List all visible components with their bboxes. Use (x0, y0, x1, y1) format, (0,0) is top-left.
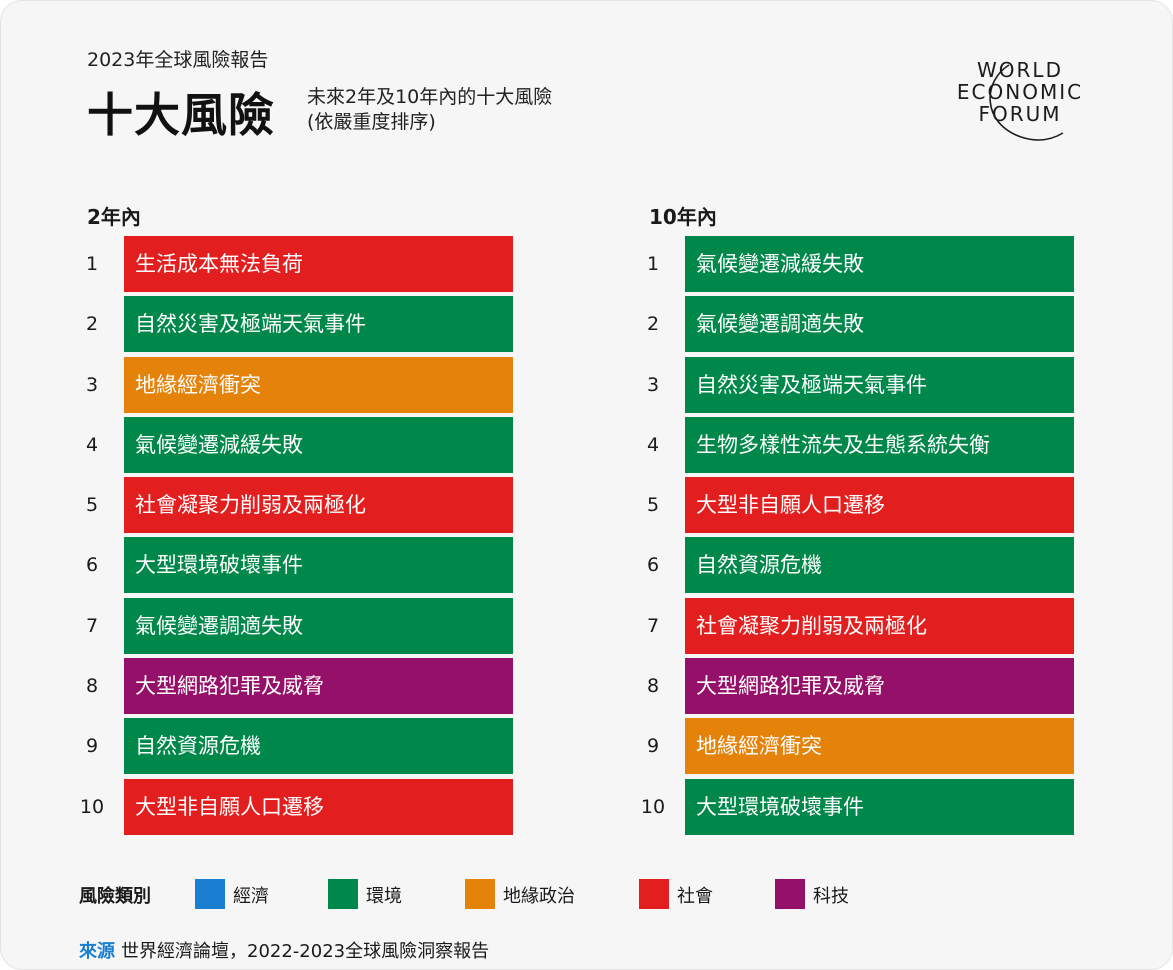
report-label: 2023年全球風險報告 (87, 49, 269, 71)
legend-label-environmental: 環境 (366, 886, 402, 907)
risk-bar-societal: 社會凝聚力削弱及兩極化 (685, 597, 1074, 654)
risk-rank: 8 (85, 675, 99, 698)
risk-rank: 7 (646, 614, 660, 637)
risk-rank: 5 (85, 494, 99, 517)
legend-title: 風險類別 (79, 886, 151, 907)
risk-rank: 4 (85, 433, 99, 456)
risk-rank: 1 (646, 253, 660, 275)
risk-rank: 10 (79, 795, 105, 818)
risk-bar-societal: 社會凝聚力削弱及兩極化 (124, 477, 513, 534)
risk-bar-environmental: 自然資源危機 (124, 718, 513, 775)
risk-rank: 9 (646, 735, 660, 758)
risk-bar-technological: 大型網路犯罪及威脅 (124, 658, 513, 715)
legend-label-technological: 科技 (813, 886, 849, 907)
legend-label-economic: 經濟 (233, 886, 269, 907)
legend-swatch-technological (775, 879, 805, 909)
risk-bar-societal: 大型非自願人口遷移 (124, 778, 513, 835)
short-term-heading: 2年內 (87, 205, 141, 229)
source-label: 來源 (79, 941, 115, 962)
source-note: 來源 世界經濟論壇，2022-2023全球風險洞察報告 (79, 937, 489, 963)
risk-bar-environmental: 大型環境破壞事件 (124, 537, 513, 594)
risk-rank: 9 (85, 735, 99, 758)
legend-swatch-geopolitical (465, 879, 495, 909)
risk-rank: 6 (85, 554, 99, 577)
risk-rank: 8 (646, 675, 660, 698)
logo-line-1: WORLD (977, 58, 1063, 82)
risk-bar-environmental: 氣候變遷調適失敗 (124, 597, 513, 654)
subtitle-line-1: 未來2年及10年內的十大風險 (307, 86, 553, 108)
risk-rank: 5 (646, 494, 660, 517)
risk-bar-technological: 大型網路犯罪及威脅 (685, 658, 1074, 715)
page-subtitle: 未來2年及10年內的十大風險 (依嚴重度排序) (307, 85, 552, 135)
risk-bar-societal: 大型非自願人口遷移 (685, 477, 1074, 534)
legend-swatch-economic (195, 879, 225, 909)
risk-bar-environmental: 氣候變遷減緩失敗 (124, 416, 513, 473)
risk-bar-environmental: 自然災害及極端天氣事件 (124, 296, 513, 353)
risk-rank: 10 (640, 795, 666, 818)
legend-swatch-societal (639, 879, 669, 909)
risk-rank: 1 (85, 253, 99, 275)
risk-bar-societal: 生活成本無法負荷 (124, 236, 513, 292)
risk-rank: 3 (85, 373, 99, 396)
risk-bar-environmental: 大型環境破壞事件 (685, 778, 1074, 835)
risk-rank: 4 (646, 433, 660, 456)
risk-rank: 3 (646, 373, 660, 396)
risk-bar-environmental: 生物多樣性流失及生態系統失衡 (685, 416, 1074, 473)
logo-line-2: ECONOMIC (956, 80, 1084, 104)
wef-logo: WORLD ECONOMIC FORUM (947, 59, 1093, 125)
legend-swatch-environmental (328, 879, 358, 909)
risk-rank: 2 (85, 313, 99, 336)
legend-label-societal: 社會 (677, 886, 713, 907)
risk-rank: 7 (85, 614, 99, 637)
legend-label-geopolitical: 地緣政治 (503, 886, 575, 907)
risk-bar-environmental: 氣候變遷減緩失敗 (685, 236, 1074, 292)
source-text: 世界經濟論壇，2022-2023全球風險洞察報告 (121, 941, 490, 962)
risk-bar-environmental: 自然災害及極端天氣事件 (685, 356, 1074, 413)
risk-bar-environmental: 氣候變遷調適失敗 (685, 296, 1074, 353)
risk-rank: 2 (646, 313, 660, 336)
risk-bar-geopolitical: 地緣經濟衝突 (124, 356, 513, 413)
page-title: 十大風險 (87, 88, 275, 142)
subtitle-line-2: (依嚴重度排序) (307, 111, 436, 133)
long-term-heading: 10年內 (649, 205, 717, 229)
risk-bar-environmental: 自然資源危機 (685, 537, 1074, 594)
logo-arc-icon (989, 64, 1064, 141)
risk-bar-geopolitical: 地緣經濟衝突 (685, 718, 1074, 775)
logo-line-3: FORUM (978, 102, 1062, 126)
risk-rank: 6 (646, 554, 660, 577)
